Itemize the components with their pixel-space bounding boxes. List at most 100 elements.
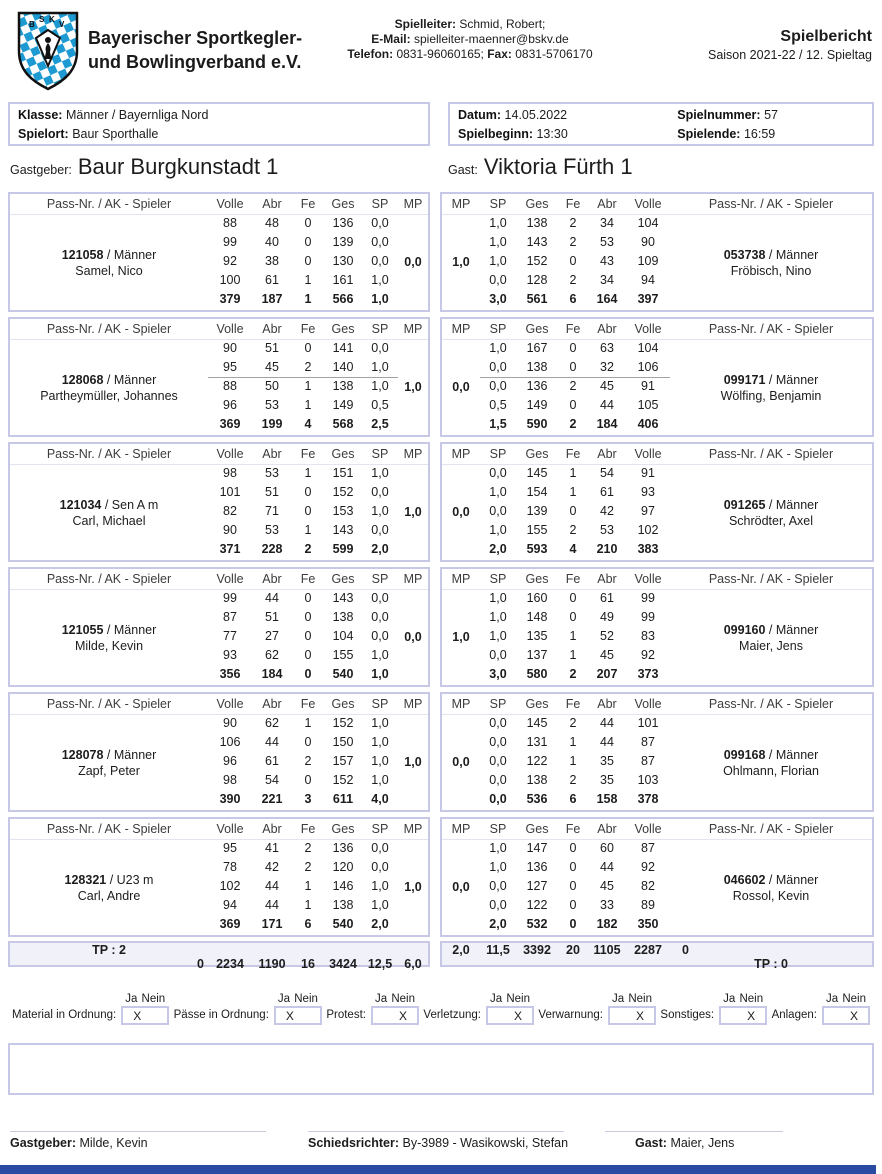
column-header: SP	[480, 819, 516, 840]
spielende-label: Spielende:	[677, 127, 741, 141]
lane-value: 1,0	[371, 716, 389, 730]
lane-value: 44	[265, 898, 279, 912]
lane-value: 90	[641, 235, 655, 249]
spielnummer-label: Spielnummer:	[677, 108, 761, 122]
ja-nein-header: Ja Nein	[275, 993, 321, 1005]
column-header: Ges	[324, 194, 362, 215]
check-item: Protest: Ja Nein X	[326, 993, 419, 1025]
player-block: MP SP Ges Fe Abr Volle Pass-Nr. / AK - Spieler…	[440, 567, 874, 687]
column-header: Pass-Nr. / AK - Spieler	[670, 444, 872, 465]
lane-value: 34	[600, 216, 614, 230]
total-value: 2,0	[489, 917, 507, 931]
lane-value: 27	[265, 629, 279, 643]
lane-value: 106	[626, 359, 670, 378]
lane-value: 95	[208, 359, 252, 378]
lane-value: 71	[265, 504, 279, 518]
lane-value: 0,0	[371, 216, 389, 230]
lane-value: 44	[600, 860, 614, 874]
lane-value: 1,0	[371, 273, 389, 287]
lane-value: 1	[304, 379, 312, 393]
column-header: SP	[480, 569, 516, 590]
column-header: SP	[362, 194, 398, 215]
lane-value: 99	[641, 591, 655, 605]
lane-value: 101	[637, 716, 659, 730]
column-header: Ges	[516, 319, 558, 340]
lane-value: 91	[641, 466, 655, 480]
lane-value: 1,0	[489, 235, 507, 249]
home-total-value: 6,0	[404, 957, 422, 971]
lane-value: 101	[219, 485, 241, 499]
lane-value: 62	[265, 716, 279, 730]
lane-value: 44	[600, 735, 614, 749]
column-header: Volle	[208, 819, 252, 840]
column-header: SP	[362, 694, 398, 715]
lane-value: 2	[569, 273, 577, 287]
lane-value: 2	[569, 379, 577, 393]
lane-value: 1,0	[362, 359, 398, 378]
lane-value: 0,0	[489, 648, 507, 662]
player-name-cell: 121058 / Männer Samel, Nico	[10, 215, 208, 310]
lane-value: 97	[641, 504, 655, 518]
total-value: 2,0	[489, 542, 507, 556]
nein-label: Nein	[294, 993, 318, 1005]
lane-value: 1,0	[371, 466, 389, 480]
column-header: Ges	[324, 444, 362, 465]
total-value: 369	[219, 917, 241, 931]
column-header: Ges	[516, 569, 558, 590]
lane-value: 1,0	[371, 879, 389, 893]
lane-value: 0	[569, 341, 577, 355]
lane-value: 161	[332, 273, 354, 287]
lane-value: 136	[526, 860, 548, 874]
player-pass-line: 121055 / Männer	[61, 622, 157, 637]
column-header: Abr	[252, 319, 292, 340]
player-name: Samel, Nico	[75, 263, 143, 278]
player-name: Partheymüller, Johannes	[40, 388, 178, 403]
lane-value: 0	[304, 504, 312, 518]
lane-value: 0,0	[371, 610, 389, 624]
lane-value: 0,0	[371, 591, 389, 605]
klasse-label: Klasse:	[18, 108, 63, 122]
lane-value: 136	[526, 379, 548, 393]
total-value: 369	[219, 417, 241, 431]
column-header: Ges	[516, 194, 558, 215]
page-bottom-bar	[0, 1165, 876, 1174]
check-label: Pässe in Ordnung:	[173, 1009, 269, 1021]
lane-value: 34	[600, 273, 614, 287]
column-header: SP	[480, 444, 516, 465]
player-pass-line: 121058 / Männer	[61, 247, 157, 262]
player-pass-number: 121034	[59, 497, 102, 512]
player-pass-number: 121055	[61, 622, 104, 637]
column-header: Abr	[588, 194, 626, 215]
telefon-label: Telefon:	[347, 47, 394, 61]
column-header: Pass-Nr. / AK - Spieler	[670, 569, 872, 590]
total-value: 356	[219, 667, 241, 681]
column-header: Fe	[558, 694, 588, 715]
ja-label: Ja	[374, 993, 388, 1005]
lane-value: 94	[223, 898, 237, 912]
lane-value: 138	[526, 216, 548, 230]
lane-value: 0	[304, 629, 312, 643]
total-value: 228	[261, 542, 283, 556]
check-column: Ja Nein X	[370, 993, 419, 1025]
column-header: Fe	[292, 194, 324, 215]
check-column: Ja Nein X	[821, 993, 870, 1025]
lane-value: 0,5	[489, 398, 507, 412]
lane-value: 103	[637, 773, 659, 787]
column-header: SP	[362, 319, 398, 340]
check-box: X	[273, 1006, 322, 1025]
lane-value: 54	[265, 773, 279, 787]
lane-value: 1,0	[489, 629, 507, 643]
email-value: spielleiter-maenner@bskv.de	[413, 32, 569, 46]
column-header: Pass-Nr. / AK - Spieler	[670, 319, 872, 340]
lane-value: 139	[526, 504, 548, 518]
lane-value: 99	[223, 235, 237, 249]
check-box: X	[485, 1006, 534, 1025]
lane-value: 120	[332, 860, 354, 874]
total-value: 3,0	[489, 292, 507, 306]
match-points-value: 0,0	[452, 880, 470, 894]
lane-value: 138	[332, 898, 354, 912]
lane-value: 0,0	[371, 254, 389, 268]
lane-value: 1,0	[371, 773, 389, 787]
x-mark: X	[635, 1008, 644, 1023]
column-header: Volle	[208, 694, 252, 715]
